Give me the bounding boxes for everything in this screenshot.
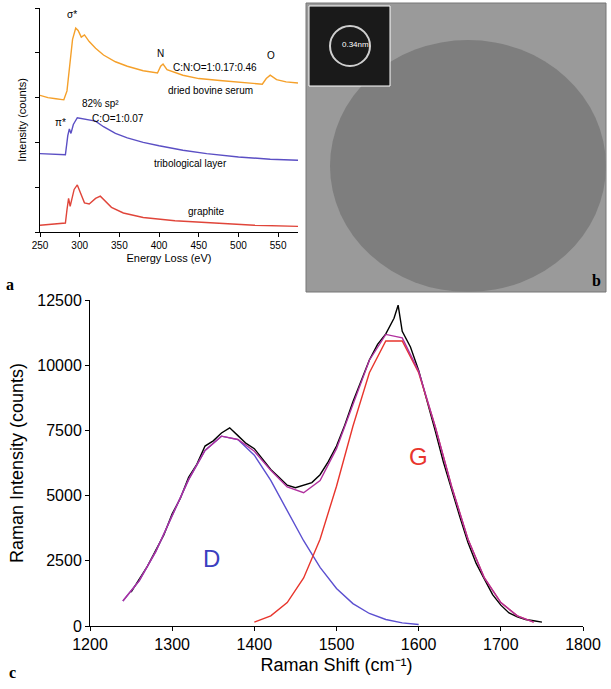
svg-text:0: 0 bbox=[73, 618, 82, 635]
svg-text:7500: 7500 bbox=[46, 422, 82, 439]
svg-text:1500: 1500 bbox=[319, 636, 355, 653]
svg-text:tribological layer: tribological layer bbox=[154, 158, 227, 169]
svg-text:O: O bbox=[267, 50, 275, 61]
svg-text:550: 550 bbox=[270, 240, 287, 251]
svg-text:σ*: σ* bbox=[67, 9, 77, 20]
svg-text:N: N bbox=[157, 48, 164, 59]
svg-text:250: 250 bbox=[32, 240, 49, 251]
svg-text:82% sp²: 82% sp² bbox=[82, 98, 119, 109]
svg-text:1400: 1400 bbox=[237, 636, 273, 653]
svg-text:300: 300 bbox=[71, 240, 88, 251]
svg-text:1800: 1800 bbox=[565, 636, 601, 653]
svg-text:D: D bbox=[203, 545, 220, 572]
svg-text:C:N:O=1:0.17:0.46: C:N:O=1:0.17:0.46 bbox=[173, 62, 257, 73]
svg-text:1600: 1600 bbox=[401, 636, 437, 653]
svg-text:5000: 5000 bbox=[46, 487, 82, 504]
svg-text:C:O=1:0.07: C:O=1:0.07 bbox=[92, 113, 144, 124]
svg-text:c: c bbox=[9, 664, 16, 681]
svg-text:a: a bbox=[6, 276, 14, 293]
svg-text:450: 450 bbox=[190, 240, 207, 251]
svg-text:π*: π* bbox=[55, 117, 66, 128]
svg-text:0.34nm: 0.34nm bbox=[342, 40, 369, 49]
svg-text:500: 500 bbox=[230, 240, 247, 251]
svg-text:Raman Shift (cm⁻¹): Raman Shift (cm⁻¹) bbox=[260, 655, 412, 675]
svg-text:dried bovine serum: dried bovine serum bbox=[168, 85, 253, 96]
svg-text:graphite: graphite bbox=[188, 206, 225, 217]
svg-text:400: 400 bbox=[151, 240, 168, 251]
svg-text:2500: 2500 bbox=[46, 552, 82, 569]
svg-text:G: G bbox=[409, 443, 428, 470]
svg-text:1200: 1200 bbox=[72, 636, 108, 653]
svg-text:b: b bbox=[592, 272, 601, 289]
svg-text:1700: 1700 bbox=[483, 636, 519, 653]
svg-text:Raman Intensity (counts): Raman Intensity (counts) bbox=[7, 363, 27, 563]
svg-text:12500: 12500 bbox=[37, 292, 82, 309]
svg-text:350: 350 bbox=[111, 240, 128, 251]
svg-text:1300: 1300 bbox=[154, 636, 190, 653]
svg-text:10000: 10000 bbox=[37, 357, 82, 374]
svg-text:Energy Loss (eV): Energy Loss (eV) bbox=[127, 252, 212, 264]
svg-text:Intensity (counts): Intensity (counts) bbox=[16, 78, 28, 162]
